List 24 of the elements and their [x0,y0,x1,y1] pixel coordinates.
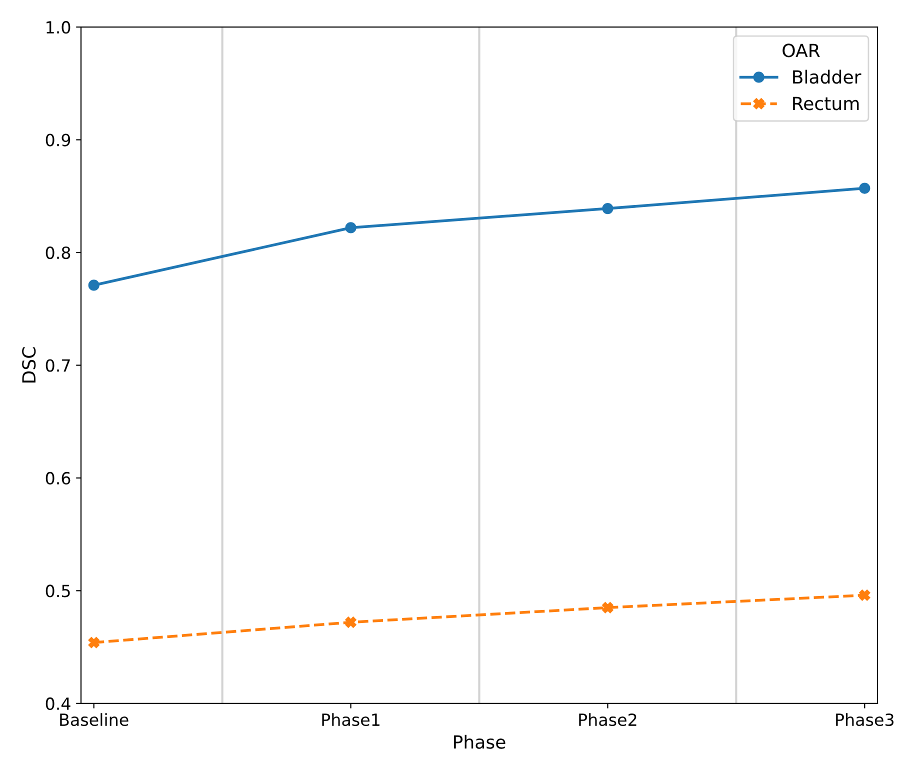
x-tick-label: Phase2 [579,713,636,726]
y-tick-label: 1.0 [46,21,70,34]
legend-label: Rectum [793,96,859,110]
x-axis-title: Phase [454,734,506,749]
point [88,280,100,291]
legend-label: Bladder [793,70,862,84]
point [345,616,356,628]
point [859,590,870,601]
y-tick-label: 0.9 [46,134,70,146]
legend-title: OAR [782,44,820,58]
point [88,637,100,648]
y-tick-label: 0.5 [46,584,70,598]
y-axis-title: DSC [22,347,36,382]
y-tick-label: 0.8 [46,246,70,260]
y-tick-label: 0.4 [46,697,70,710]
x-tick-label: Baseline [60,713,128,726]
y-tick-label: 0.6 [46,472,70,485]
x-tick-label: Phase1 [322,713,380,726]
point [602,602,614,614]
x-tick-label: Phase3 [836,713,894,726]
point [859,182,870,194]
point [345,222,356,234]
y-tick-label: 0.7 [46,359,70,372]
point [602,202,614,214]
